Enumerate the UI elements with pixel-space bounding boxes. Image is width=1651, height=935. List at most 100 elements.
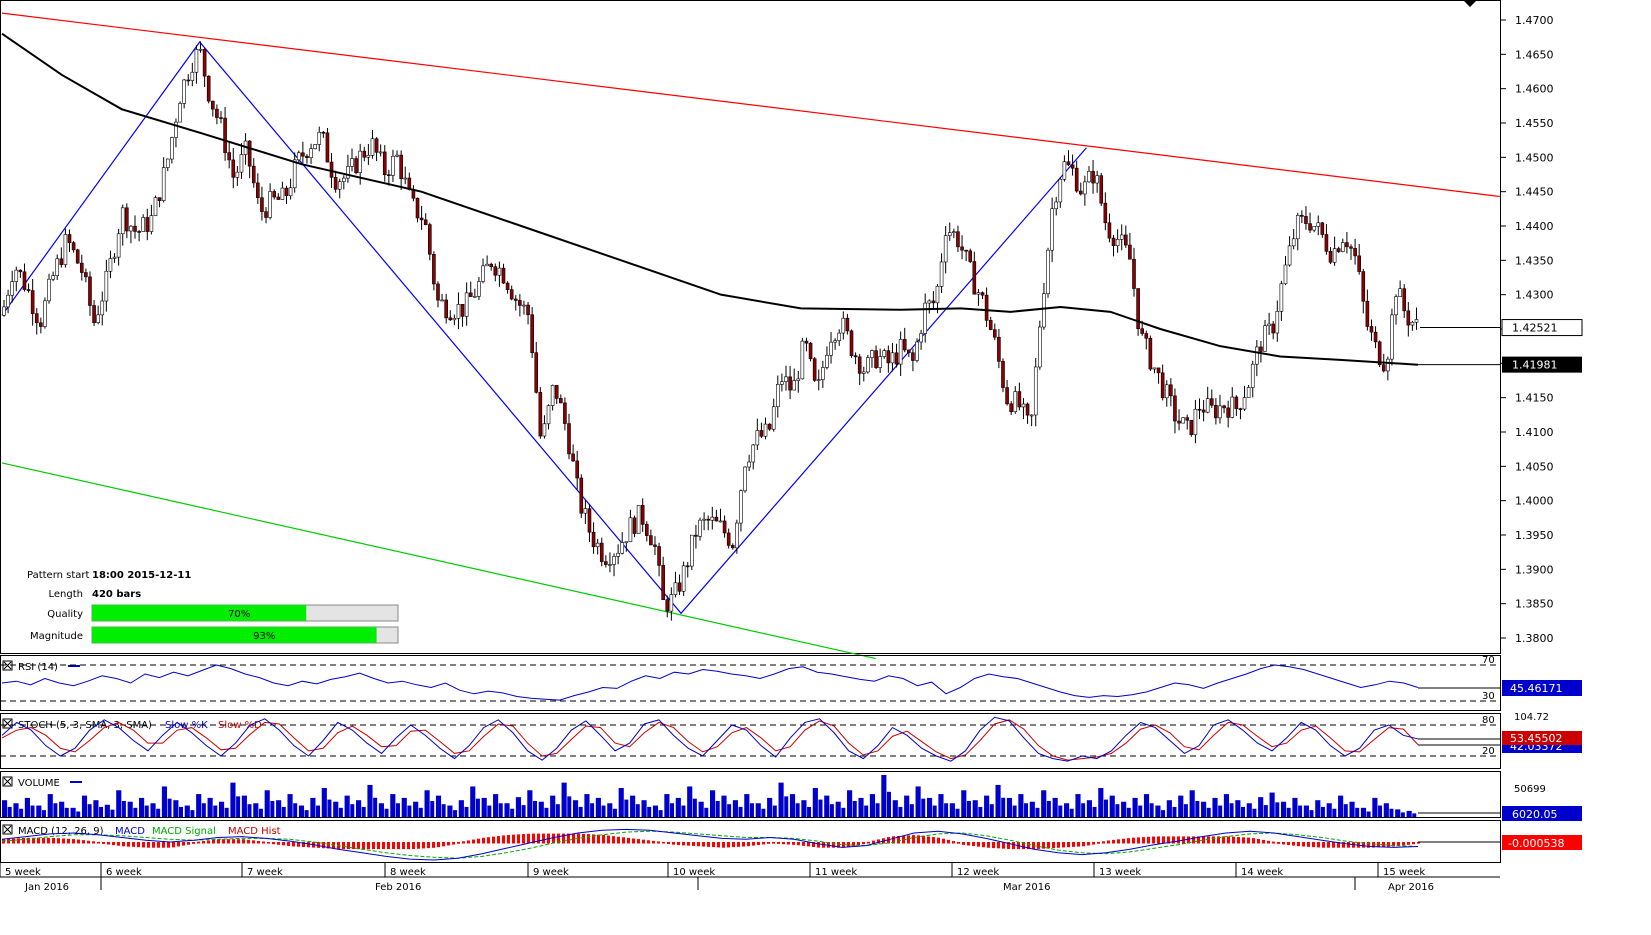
- moving-average-line: [1, 32, 1419, 366]
- macd-hist-bar: [1117, 839, 1120, 844]
- volume-bar: [721, 795, 727, 817]
- macd-hist-bar: [412, 842, 415, 849]
- candle-body: [1349, 246, 1353, 249]
- macd-hist-bar: [1087, 842, 1090, 846]
- candle-body: [1373, 331, 1378, 343]
- candle-body: [14, 269, 19, 282]
- macd-hist-bar: [1222, 836, 1225, 844]
- candle-body: [473, 296, 477, 298]
- macd-hist-bar: [977, 842, 980, 847]
- macd-hist-bar: [492, 836, 495, 844]
- candle-body: [1029, 414, 1034, 417]
- candle-body: [939, 261, 944, 287]
- volume-bar: [778, 782, 784, 817]
- candle-body: [632, 517, 637, 534]
- volume-bar: [316, 805, 321, 817]
- macd-hist-bar: [657, 841, 660, 844]
- volume-bar: [110, 809, 115, 817]
- macd-hist-bar: [642, 839, 645, 844]
- candle-body: [604, 561, 608, 565]
- volume-bar: [1086, 800, 1092, 817]
- candle-body: [264, 211, 268, 218]
- candle-body: [497, 267, 502, 276]
- candle-body: [792, 380, 796, 391]
- macd-hist-bar: [607, 835, 610, 844]
- volume-bar: [430, 800, 435, 817]
- candle-body: [432, 253, 436, 285]
- macd-hist-bar: [92, 841, 95, 844]
- candle-body: [1066, 161, 1071, 166]
- candle-body: [329, 161, 334, 178]
- macd-hist-bar: [447, 842, 450, 846]
- candle-body: [743, 466, 747, 492]
- week-label: 11 week: [815, 867, 857, 878]
- candle-body: [735, 522, 739, 549]
- chart-menu-icon[interactable]: [1463, 0, 1477, 7]
- candle-body: [133, 225, 137, 232]
- candle-body: [1304, 216, 1308, 224]
- candle-body: [1107, 222, 1112, 239]
- candle-body: [1324, 234, 1329, 252]
- candle-body: [796, 378, 801, 381]
- candle-body: [493, 266, 498, 276]
- candle-body: [22, 271, 27, 290]
- candle-body: [870, 350, 874, 358]
- candle-body: [464, 292, 469, 317]
- main-plot-frame: [0, 0, 1501, 654]
- macd-hist-bar: [1362, 842, 1365, 848]
- candle-body: [165, 158, 170, 168]
- macd-signal-label: MACD Signal: [152, 826, 216, 837]
- pattern-start-label: Pattern start: [27, 570, 90, 581]
- volume-bar: [858, 797, 864, 817]
- macd-hist-bar: [757, 842, 760, 846]
- macd-hist-bar: [1002, 842, 1005, 849]
- macd-hist-bar: [527, 833, 530, 844]
- candle-body: [677, 582, 682, 592]
- volume-bar: [641, 800, 647, 817]
- candle-body: [915, 341, 919, 361]
- candle-body: [878, 356, 882, 368]
- candle-body: [358, 150, 362, 173]
- volume-bar: [133, 807, 138, 817]
- candle-body: [788, 376, 792, 391]
- candle-body: [522, 304, 526, 307]
- macd-hist-bar: [737, 842, 740, 847]
- macd-hist-bar: [1037, 842, 1040, 849]
- candle-body: [866, 357, 870, 373]
- magnitude-label: Magnitude: [30, 631, 83, 642]
- volume-bar: [567, 796, 572, 817]
- candle-body: [190, 71, 195, 81]
- candle-body: [841, 317, 846, 334]
- volume-bar: [1315, 800, 1321, 817]
- volume-bar: [1206, 807, 1211, 817]
- volume-bar: [784, 796, 789, 817]
- candle-body: [620, 542, 625, 554]
- volume-bar: [544, 807, 549, 817]
- volume-bar: [1400, 812, 1405, 817]
- volume-bar: [453, 810, 458, 817]
- volume-bar: [435, 795, 442, 817]
- candle-body: [440, 299, 444, 302]
- upper-channel-line: [1, 12, 1500, 198]
- candle-body: [1226, 407, 1230, 418]
- macd-hist-bar: [987, 842, 990, 848]
- volume-bar: [167, 798, 172, 817]
- volume-bars: [2, 775, 1417, 817]
- candle-body: [694, 534, 698, 537]
- macd-hist-label: MACD Hist: [228, 826, 281, 837]
- volume-bar: [127, 801, 133, 817]
- macd-hist-bar: [212, 839, 215, 844]
- candle-body: [448, 317, 453, 321]
- candle-body: [231, 159, 236, 178]
- macd-hist-bar: [797, 842, 800, 846]
- macd-hist-bar: [1242, 837, 1245, 844]
- candle-body: [833, 340, 837, 343]
- volume-bar: [173, 800, 179, 817]
- macd-line-label: MACD: [115, 826, 145, 837]
- macd-hist-bar: [1192, 836, 1195, 844]
- volume-bar: [915, 786, 921, 817]
- macd-hist-bar: [562, 833, 565, 844]
- macd-hist-bar: [1127, 838, 1130, 844]
- volume-bar: [818, 799, 823, 817]
- macd-hist-bar: [242, 839, 245, 844]
